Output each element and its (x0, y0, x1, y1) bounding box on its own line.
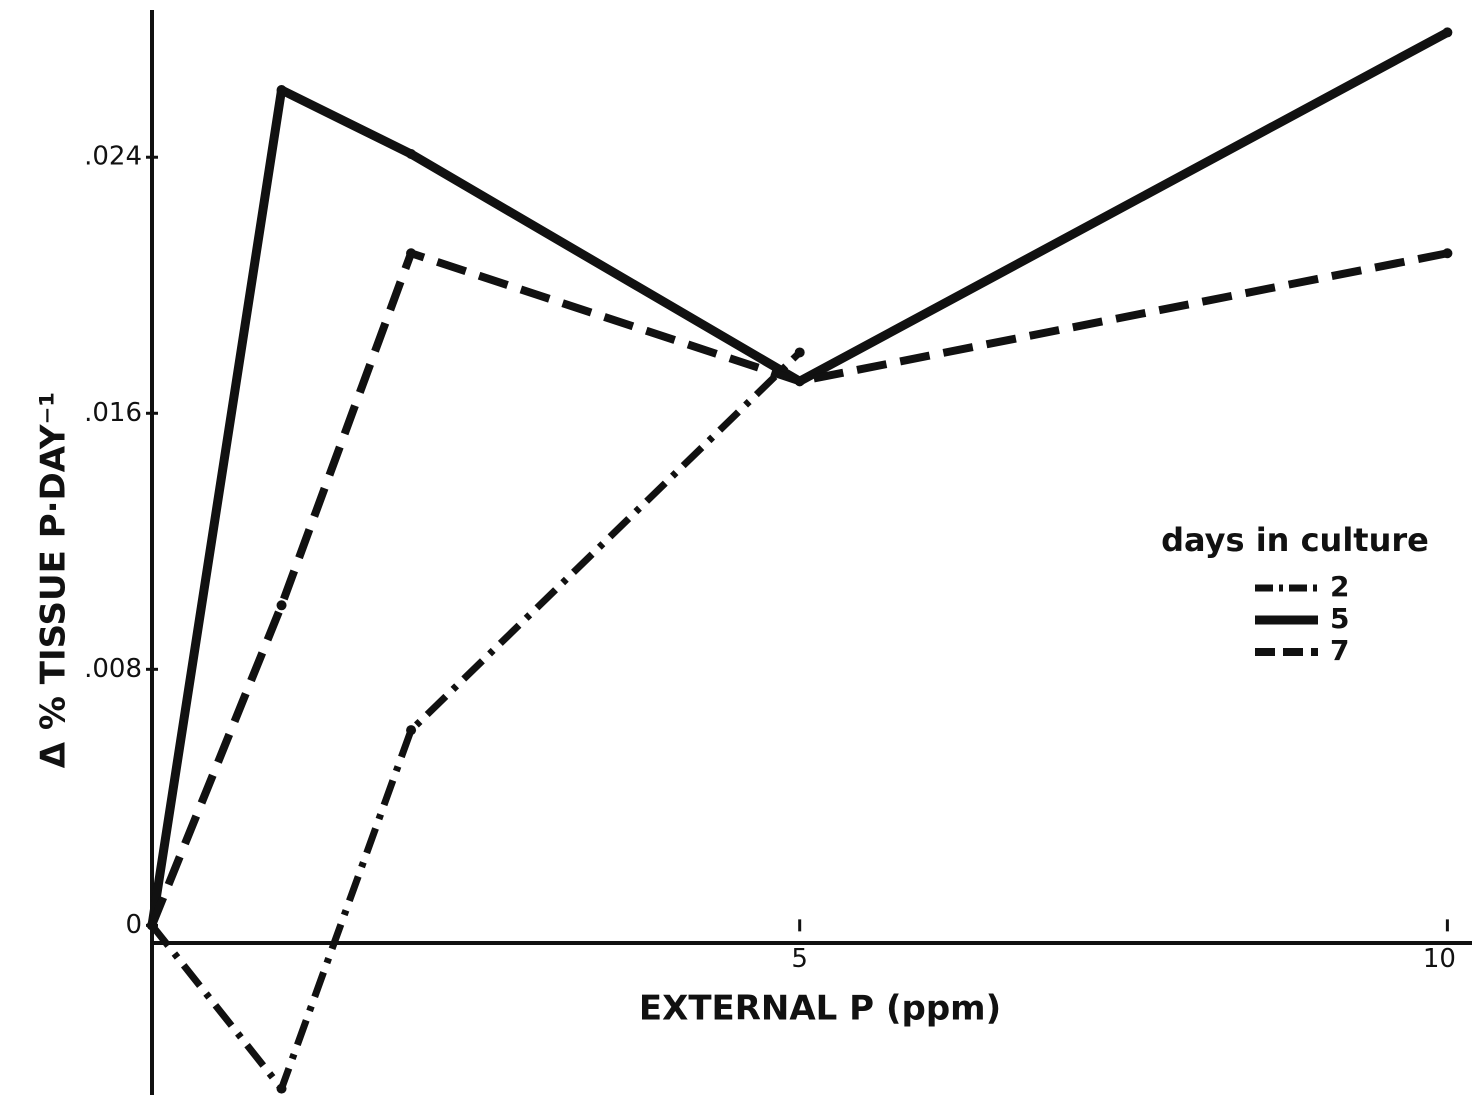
point (1442, 248, 1453, 259)
y-tick-label: 0 (125, 910, 142, 940)
series-line (147, 28, 1450, 927)
legend-label: 2 (1330, 570, 1349, 603)
x-tick-label: 10 (1423, 944, 1456, 974)
point (147, 920, 157, 931)
point (406, 248, 417, 259)
point (276, 600, 287, 611)
point (406, 149, 417, 160)
point (1442, 27, 1453, 38)
x-tick-label: 5 (791, 944, 808, 974)
legend-label: 5 (1330, 602, 1349, 635)
y-axis-label: Δ % TISSUE P·DAY⁻¹ (34, 392, 74, 769)
point (276, 85, 287, 96)
legend-title: days in culture (1161, 521, 1429, 559)
point (406, 725, 417, 736)
y-tick-label: .008 (84, 654, 142, 684)
point (794, 347, 805, 358)
y-tick-label: .016 (84, 398, 142, 428)
y-tick-label: .024 (84, 142, 142, 172)
legend-label: 7 (1330, 634, 1349, 667)
series-line (149, 349, 803, 1093)
point (794, 376, 805, 387)
point (276, 1083, 287, 1094)
x-axis-label: EXTERNAL P (ppm) (639, 989, 1001, 1029)
